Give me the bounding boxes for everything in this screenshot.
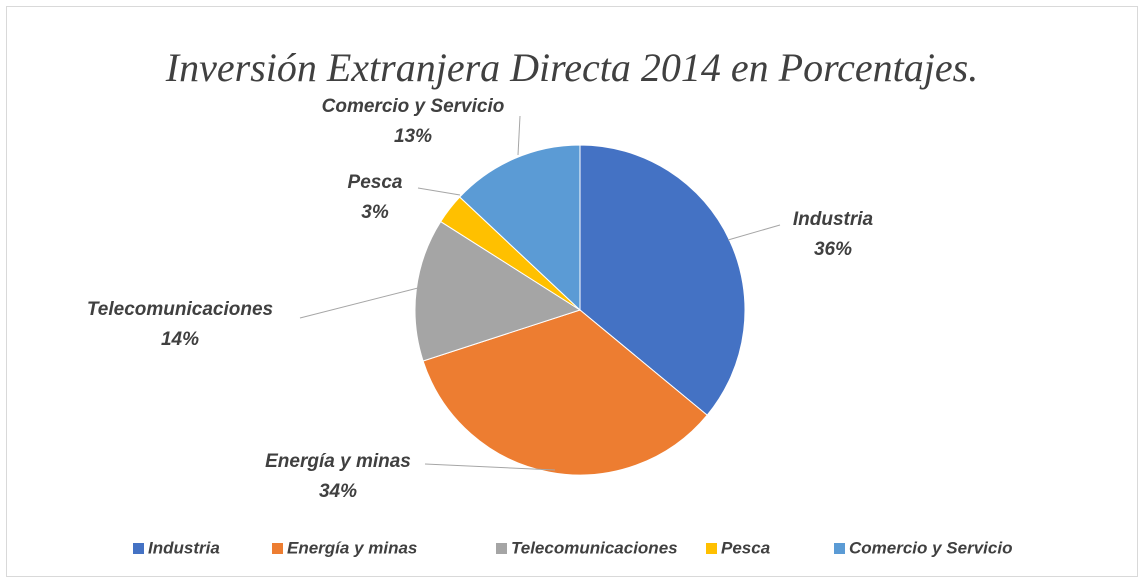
slice-value: 13% — [394, 126, 432, 147]
chart-title: Inversión Extranjera Directa 2014 en Por… — [165, 45, 978, 90]
legend-swatch — [272, 543, 283, 554]
legend-swatch — [133, 543, 144, 554]
pie-slice — [414, 220, 582, 362]
legend-label: Energía y minas — [287, 538, 417, 557]
legend-swatch — [496, 543, 507, 554]
legend-swatch — [706, 543, 717, 554]
leader-line — [424, 463, 556, 471]
legend-label: Industria — [148, 538, 220, 557]
slice-value: 34% — [319, 481, 357, 502]
slice-label: Telecomunicaciones — [87, 299, 273, 320]
pie-slice — [422, 309, 708, 476]
slice-label: Industria — [793, 209, 874, 230]
pie-slice — [459, 144, 581, 312]
legend-label: Comercio y Servicio — [849, 538, 1012, 557]
slice-label: Pesca — [348, 172, 403, 193]
leader-line — [517, 115, 521, 156]
leader-line — [727, 224, 781, 241]
slice-value: 36% — [814, 239, 852, 260]
legend-swatch — [834, 543, 845, 554]
leader-line — [417, 187, 461, 196]
slice-label: Comercio y Servicio — [322, 96, 505, 117]
slice-label: Energía y minas — [265, 451, 411, 472]
legend-label: Pesca — [721, 538, 770, 557]
leader-line — [299, 287, 419, 319]
slice-value: 14% — [161, 329, 199, 350]
slice-value: 3% — [361, 202, 389, 223]
legend-label: Telecomunicaciones — [511, 538, 678, 557]
